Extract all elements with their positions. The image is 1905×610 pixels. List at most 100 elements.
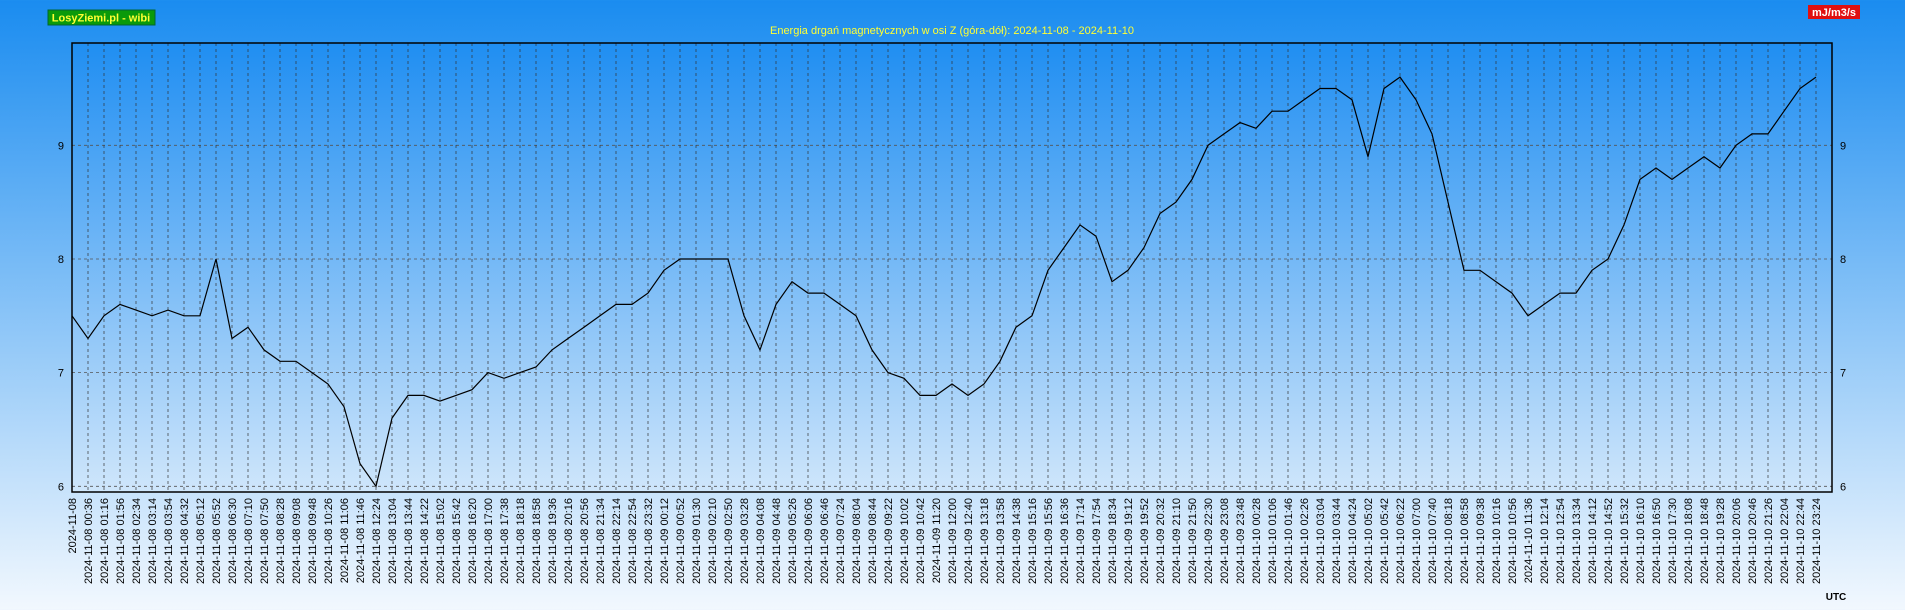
x-tick-label: 2024-11-09 04:08 [755, 498, 767, 584]
x-tick-label: 2024-11-09 22:30 [1203, 498, 1215, 584]
x-tick-label: 2024-11-10 19:28 [1715, 498, 1727, 584]
x-tick-label: 2024-11-10 18:08 [1683, 498, 1695, 584]
x-tick-label: 2024-11-08 02:34 [131, 498, 143, 584]
x-tick-label: 2024-11-10 09:38 [1475, 498, 1487, 584]
x-tick-label: 2024-11-08 13:44 [403, 498, 415, 584]
x-tick-label: 2024-11-09 18:34 [1107, 498, 1119, 584]
y-tick-label: 6 [58, 481, 64, 493]
timezone-label: UTC [1826, 592, 1847, 603]
source-badge [47, 9, 156, 26]
x-tick-label: 2024-11-08 09:48 [307, 498, 319, 584]
x-tick-label: 2024-11-08 03:14 [147, 498, 159, 584]
x-tick-label: 2024-11-09 17:14 [1075, 498, 1087, 584]
y-tick-label: 9 [58, 140, 64, 152]
x-tick-label: 2024-11-09 21:10 [1171, 498, 1183, 584]
x-tick-label: 2024-11-08 [67, 498, 79, 553]
x-tick-label: 2024-11-08 15:02 [435, 498, 447, 584]
x-tick-label: 2024-11-09 10:02 [899, 498, 911, 584]
x-tick-label: 2024-11-10 20:06 [1731, 498, 1743, 584]
x-tick-label: 2024-11-10 02:26 [1299, 498, 1311, 584]
x-tick-label: 2024-11-10 01:46 [1283, 498, 1295, 584]
x-tick-label: 2024-11-09 00:52 [675, 498, 687, 584]
x-tick-label: 2024-11-09 17:54 [1091, 498, 1103, 584]
x-tick-label: 2024-11-08 07:50 [259, 498, 271, 584]
x-tick-label: 2024-11-10 21:26 [1763, 498, 1775, 584]
x-tick-label: 2024-11-10 07:40 [1427, 498, 1439, 584]
x-tick-label: 2024-11-10 03:44 [1331, 498, 1343, 584]
grid [72, 43, 1832, 492]
x-tick-label: 2024-11-08 11:06 [339, 498, 351, 583]
x-tick-label: 2024-11-09 13:58 [995, 498, 1007, 584]
x-tick-label: 2024-11-08 01:56 [115, 498, 127, 584]
x-tick-label: 2024-11-08 08:28 [275, 498, 287, 584]
x-tick-label: 2024-11-09 02:10 [707, 498, 719, 584]
x-tick-label: 2024-11-09 00:12 [659, 498, 671, 584]
x-tick-label: 2024-11-09 12:40 [963, 498, 975, 584]
x-tick-label: 2024-11-09 06:06 [803, 498, 815, 584]
y-tick-label: 8 [58, 254, 64, 266]
unit-label: mJ/m3/s [1812, 7, 1856, 19]
x-tick-label: 2024-11-08 17:38 [499, 498, 511, 584]
x-tick-label: 2024-11-08 09:08 [291, 498, 303, 584]
x-tick-label: 2024-11-10 13:34 [1571, 498, 1583, 584]
x-tick-label: 2024-11-10 15:32 [1619, 498, 1631, 584]
x-tick-label: 2024-11-09 01:30 [691, 498, 703, 584]
x-tick-label: 2024-11-10 08:58 [1459, 498, 1471, 584]
y-tick-label-right: 7 [1840, 368, 1846, 380]
x-tick-label: 2024-11-10 11:36 [1523, 498, 1535, 583]
x-tick-label: 2024-11-09 15:16 [1027, 498, 1039, 584]
y-tick-label-right: 8 [1840, 254, 1846, 266]
x-tick-label: 2024-11-09 06:46 [819, 498, 831, 584]
x-tick-label: 2024-11-08 18:18 [515, 498, 527, 584]
x-tick-label: 2024-11-10 10:56 [1507, 498, 1519, 584]
y-tick-label: 7 [58, 368, 64, 380]
x-tick-label: 2024-11-10 12:14 [1539, 498, 1551, 584]
x-tick-label: 2024-11-09 04:48 [771, 498, 783, 584]
x-tick-label: 2024-11-08 07:10 [243, 498, 255, 584]
y-tick-label-right: 6 [1840, 481, 1846, 493]
unit-badge [1808, 5, 1860, 19]
x-tick-label: 2024-11-10 00:28 [1251, 498, 1263, 584]
x-tick-label: 2024-11-10 04:24 [1347, 498, 1359, 584]
x-tick-label: 2024-11-09 08:44 [867, 498, 879, 584]
x-tick-label: 2024-11-09 16:36 [1059, 498, 1071, 584]
x-tick-label: 2024-11-09 21:50 [1187, 498, 1199, 584]
x-tick-label: 2024-11-09 14:38 [1011, 498, 1023, 584]
x-tick-label: 2024-11-08 12:24 [371, 498, 383, 584]
x-tick-label: 2024-11-09 12:00 [947, 498, 959, 584]
x-tick-label: 2024-11-09 23:08 [1219, 498, 1231, 584]
x-tick-label: 2024-11-10 22:04 [1779, 498, 1791, 584]
x-tick-label: 2024-11-10 10:16 [1491, 498, 1503, 584]
x-tick-label: 2024-11-08 06:30 [227, 498, 239, 584]
x-tick-label: 2024-11-08 21:34 [595, 498, 607, 584]
x-tick-label: 2024-11-10 06:22 [1395, 498, 1407, 584]
x-tick-label: 2024-11-08 18:58 [531, 498, 543, 584]
x-tick-label: 2024-11-08 15:42 [451, 498, 463, 584]
x-tick-label: 2024-11-09 07:24 [835, 498, 847, 584]
x-tick-label: 2024-11-08 14:22 [419, 498, 431, 584]
x-tick-label: 2024-11-10 23:24 [1811, 498, 1823, 584]
x-tick-label: 2024-11-10 07:00 [1411, 498, 1423, 584]
x-tick-label: 2024-11-08 17:00 [483, 498, 495, 584]
x-tick-label: 2024-11-10 12:54 [1555, 498, 1567, 584]
x-tick-label: 2024-11-10 03:04 [1315, 498, 1327, 584]
x-tick-label: 2024-11-09 20:32 [1155, 498, 1167, 584]
x-tick-label: 2024-11-10 05:02 [1363, 498, 1375, 584]
x-tick-label: 2024-11-08 01:16 [99, 498, 111, 584]
x-tick-label: 2024-11-10 14:52 [1603, 498, 1615, 584]
x-tick-label: 2024-11-09 23:48 [1235, 498, 1247, 584]
x-tick-label: 2024-11-08 05:12 [195, 498, 207, 584]
x-tick-label: 2024-11-08 23:32 [643, 498, 655, 584]
x-tick-label: 2024-11-10 14:12 [1587, 498, 1599, 584]
x-tick-label: 2024-11-08 05:52 [211, 498, 223, 584]
marks [71, 76, 1817, 488]
x-tick-label: 2024-11-09 13:18 [979, 498, 991, 584]
source-label: LosyZiemi.pl - wibi [52, 13, 150, 25]
y-tick-label-right: 9 [1840, 140, 1846, 152]
x-tick-label: 2024-11-09 19:52 [1139, 498, 1151, 584]
x-tick-label: 2024-11-10 08:18 [1443, 498, 1455, 584]
x-tick-label: 2024-11-08 22:14 [611, 498, 623, 584]
x-tick-label: 2024-11-10 01:06 [1267, 498, 1279, 584]
